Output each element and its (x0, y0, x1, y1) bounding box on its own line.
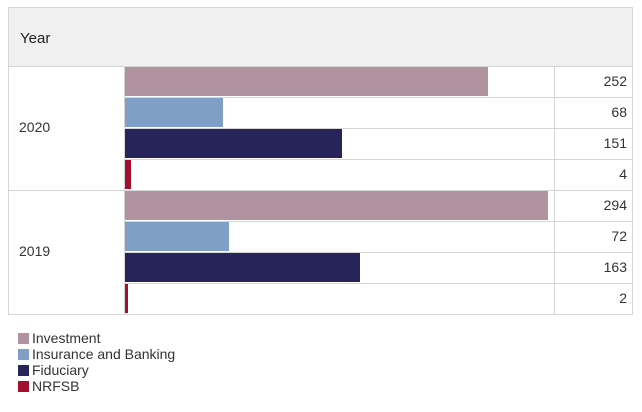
row-divider (125, 128, 633, 129)
row-divider (125, 252, 633, 253)
data-label: 252 (603, 73, 627, 89)
bar-investment-2020 (125, 67, 488, 96)
row-divider (125, 221, 633, 222)
data-label: 72 (611, 228, 627, 244)
group-divider (8, 190, 633, 191)
data-label: 68 (611, 104, 627, 120)
bar-investment-2019 (125, 191, 548, 220)
year-label: 2019 (19, 243, 51, 259)
bar-nrfsb-2019 (125, 284, 128, 313)
year-label: 2020 (19, 119, 51, 135)
data-label: 151 (603, 135, 627, 151)
legend-swatch (18, 333, 29, 344)
data-label: 294 (603, 197, 627, 213)
header-row: Year (8, 7, 633, 67)
bar-insurance-and-banking-2020 (125, 98, 223, 127)
data-label: 2 (619, 290, 627, 306)
bar-fiduciary-2020 (125, 129, 343, 158)
legend-label: Investment (32, 330, 101, 346)
year-header: Year (20, 30, 51, 47)
legend-label: Fiduciary (32, 362, 89, 378)
legend-label: NRFSB (32, 378, 80, 394)
data-label: 163 (603, 259, 627, 275)
legend-label: Insurance and Banking (32, 346, 176, 362)
bar-fiduciary-2019 (125, 253, 360, 282)
data-label: 4 (619, 166, 627, 182)
row-divider (125, 159, 633, 160)
legend-swatch (18, 365, 29, 376)
bar-nrfsb-2020 (125, 160, 131, 189)
row-divider (125, 283, 633, 284)
legend-swatch (18, 349, 29, 360)
chart-table: Year 2020 252 68 151 4 2019 294 72 163 2 (8, 7, 633, 315)
bar-insurance-and-banking-2019 (125, 222, 229, 251)
year-cell-2019 (8, 190, 125, 314)
legend-swatch (18, 381, 29, 392)
row-divider (125, 97, 633, 98)
year-cell-2020 (8, 66, 125, 190)
